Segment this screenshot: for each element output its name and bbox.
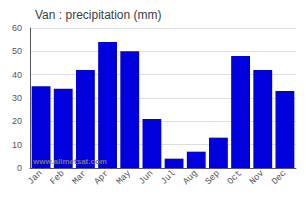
svg-text:10: 10 bbox=[12, 140, 22, 150]
svg-text:Van : precipitation (mm): Van : precipitation (mm) bbox=[35, 8, 162, 22]
svg-text:Sep: Sep bbox=[203, 168, 222, 187]
svg-text:Jul: Jul bbox=[159, 168, 178, 187]
svg-text:20: 20 bbox=[12, 116, 22, 126]
svg-text:Jun: Jun bbox=[137, 168, 156, 187]
svg-text:Aug: Aug bbox=[181, 168, 200, 187]
svg-text:Dec: Dec bbox=[270, 168, 289, 187]
svg-text:30: 30 bbox=[12, 93, 22, 103]
svg-text:Apr: Apr bbox=[93, 168, 112, 187]
svg-text:60: 60 bbox=[12, 23, 22, 33]
svg-text:0: 0 bbox=[17, 163, 22, 173]
svg-text:Nov: Nov bbox=[248, 168, 267, 187]
svg-text:Oct: Oct bbox=[226, 168, 245, 187]
svg-text:Jan: Jan bbox=[26, 168, 45, 187]
svg-text:May: May bbox=[115, 168, 134, 187]
svg-text:50: 50 bbox=[12, 46, 22, 56]
svg-text:www.allmetsat.com: www.allmetsat.com bbox=[32, 157, 107, 166]
svg-text:Feb: Feb bbox=[48, 168, 67, 187]
svg-text:Mar: Mar bbox=[70, 168, 89, 187]
svg-text:40: 40 bbox=[12, 70, 22, 80]
